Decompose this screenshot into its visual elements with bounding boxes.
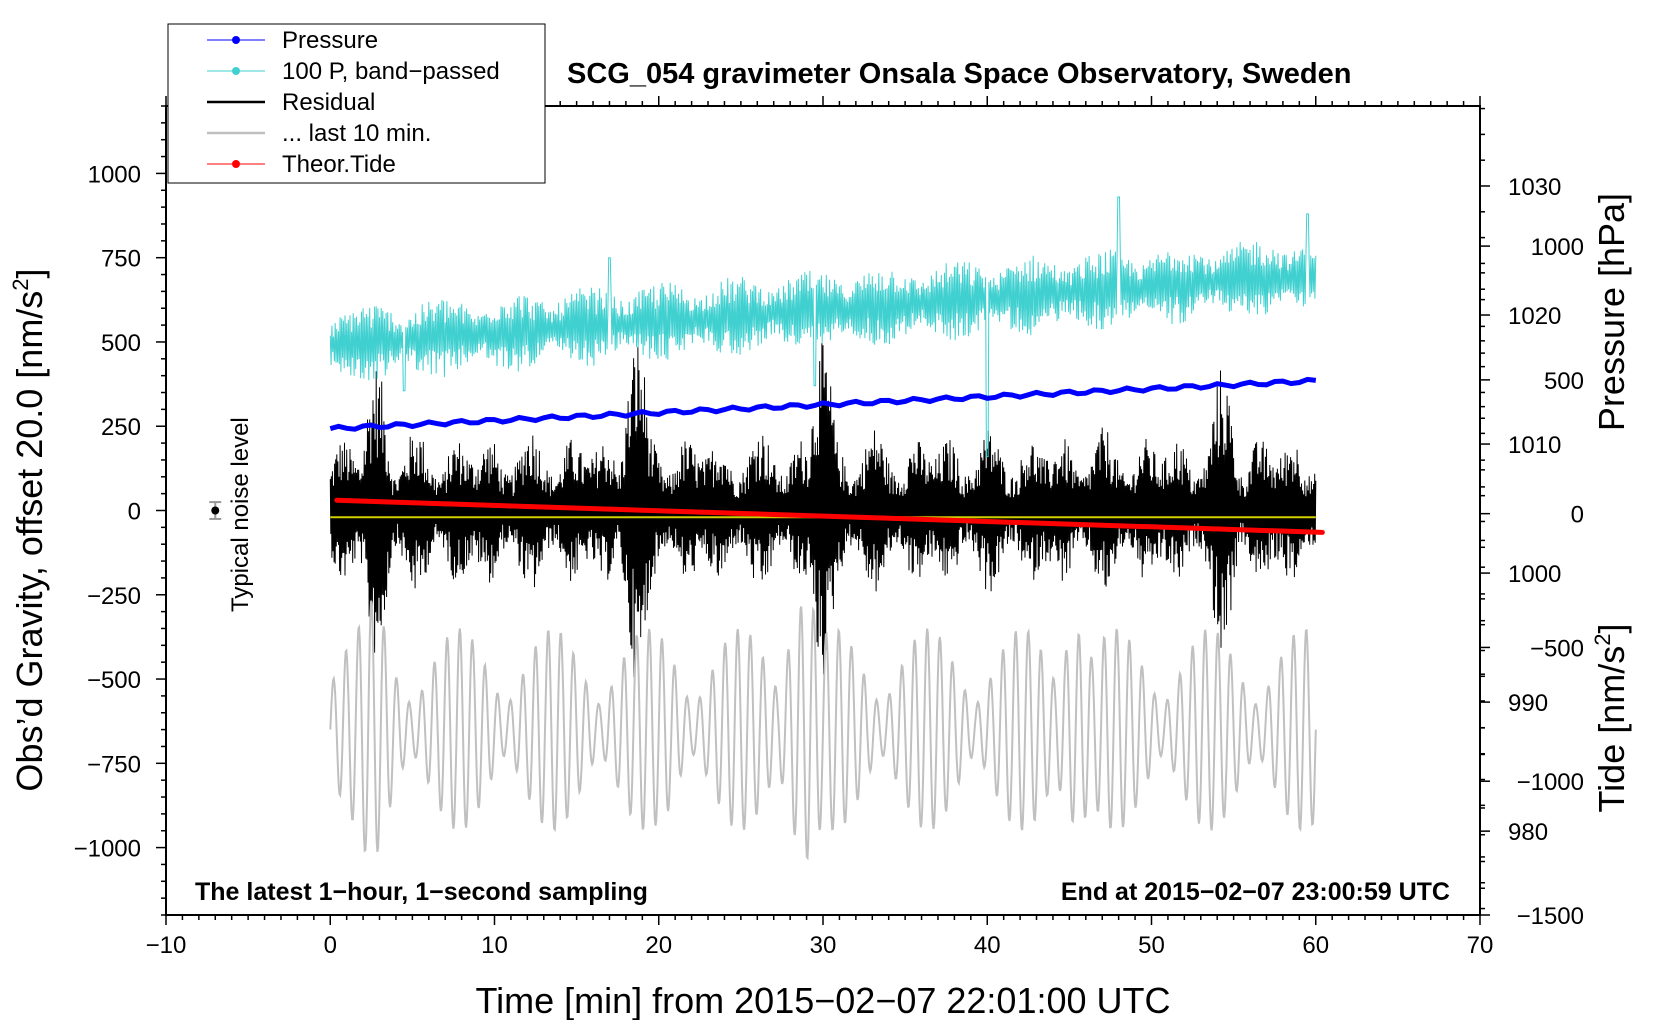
- legend-label: Pressure: [282, 27, 378, 54]
- pressure-tick-label: 1000: [1508, 561, 1561, 588]
- y-tick-label: 1000: [88, 161, 141, 188]
- y-tick-label: −500: [87, 667, 141, 694]
- legend: Pressure 100 P, band−passed Residual ... la…: [167, 23, 546, 184]
- legend-marker: [232, 36, 240, 44]
- theoretical-tide-series: [334, 497, 1325, 535]
- pressure-axis-ticks: 1030 1020 1010 1000 990 980: [1480, 107, 1561, 910]
- band-passed-pressure-series: [329, 196, 1317, 458]
- tide-axis-title: Tide [nm/s2]: [1590, 624, 1632, 813]
- residual-series: [329, 343, 1317, 678]
- y-axis-title-left-close: ]: [9, 268, 50, 278]
- tide-axis-title-sup: 2: [1590, 634, 1615, 646]
- pressure-tick-label: 980: [1508, 819, 1548, 846]
- pressure-axis-title: Pressure [hPa]: [1591, 193, 1632, 431]
- y-tick-label: 250: [101, 414, 141, 441]
- y-tick-label: 0: [128, 499, 141, 526]
- y-axis-ticks: 1000 750 500 250 0 −250 −500 −750 −1000: [74, 105, 166, 916]
- annotation-bottom-right: End at 2015−02−07 23:00:59 UTC: [1061, 878, 1450, 906]
- x-axis-title: Time [min] from 2015−02−07 22:01:00 UTC: [475, 980, 1170, 1020]
- pressure-tick-label: 1010: [1508, 432, 1561, 459]
- legend-label: Residual: [282, 89, 375, 116]
- tide-tick-label: −500: [1530, 635, 1584, 662]
- y-axis-title-left-main: Obs’d Gravity, offset 20.0 [nm/s: [9, 291, 50, 792]
- y-tick-label: 750: [101, 246, 141, 273]
- noise-dot: [211, 506, 220, 515]
- x-tick-label: 10: [481, 932, 508, 959]
- pressure-tick-label: 1030: [1508, 174, 1561, 201]
- y-tick-label: −750: [87, 751, 141, 778]
- band-passed-line: [329, 196, 1317, 458]
- x-tick-label: 30: [810, 932, 837, 959]
- pressure-line: [329, 376, 1317, 432]
- y-axis-title-left-sup: 2: [8, 278, 33, 290]
- last-10-min-series: [329, 600, 1317, 861]
- legend-label: ... last 10 min.: [282, 120, 431, 147]
- legend-marker: [232, 160, 240, 168]
- y-tick-label: −250: [87, 583, 141, 610]
- tide-line: [334, 497, 1325, 535]
- x-tick-label: 70: [1467, 932, 1494, 959]
- x-tick-label: 20: [645, 932, 672, 959]
- x-tick-label: 50: [1138, 932, 1165, 959]
- residual-line: [329, 343, 1317, 678]
- pressure-tick-label: 990: [1508, 690, 1548, 717]
- x-tick-label: −10: [146, 932, 187, 959]
- legend-marker: [232, 67, 240, 75]
- tide-axis-title-close: ]: [1591, 624, 1632, 634]
- legend-label: Theor.Tide: [282, 151, 396, 178]
- legend-box: [167, 23, 546, 184]
- pressure-series: [329, 376, 1317, 432]
- annotation-bottom-left: The latest 1−hour, 1−second sampling: [195, 878, 648, 906]
- tide-tick-label: 500: [1544, 368, 1584, 395]
- last-10-min-line: [329, 600, 1317, 861]
- y-tick-label: −1000: [74, 836, 141, 863]
- y-axis-title-left: Obs’d Gravity, offset 20.0 [nm/s2]: [8, 268, 50, 791]
- pressure-tick-label: 1020: [1508, 303, 1561, 330]
- tide-tick-label: −1000: [1517, 769, 1584, 796]
- tide-axis-ticks: 1000 500 0 −500 −1000 −1500: [1480, 234, 1584, 930]
- tide-tick-label: 1000: [1531, 234, 1584, 261]
- x-tick-label: 60: [1302, 932, 1329, 959]
- chart-title: SCG_054 gravimeter Onsala Space Observat…: [567, 58, 1351, 90]
- x-tick-label: 40: [974, 932, 1001, 959]
- x-tick-label: 0: [324, 932, 337, 959]
- tide-tick-label: −1500: [1517, 903, 1584, 930]
- legend-label: 100 P, band−passed: [282, 58, 500, 85]
- noise-marker: [209, 501, 222, 520]
- noise-label: Typical noise level: [227, 417, 254, 612]
- tide-tick-label: 0: [1571, 502, 1584, 529]
- tide-axis-title-main: Tide [nm/s: [1591, 646, 1632, 813]
- y-tick-label: 500: [101, 330, 141, 357]
- x-axis-ticks: −10 0 10 20 30 40 50 60 70: [146, 96, 1494, 959]
